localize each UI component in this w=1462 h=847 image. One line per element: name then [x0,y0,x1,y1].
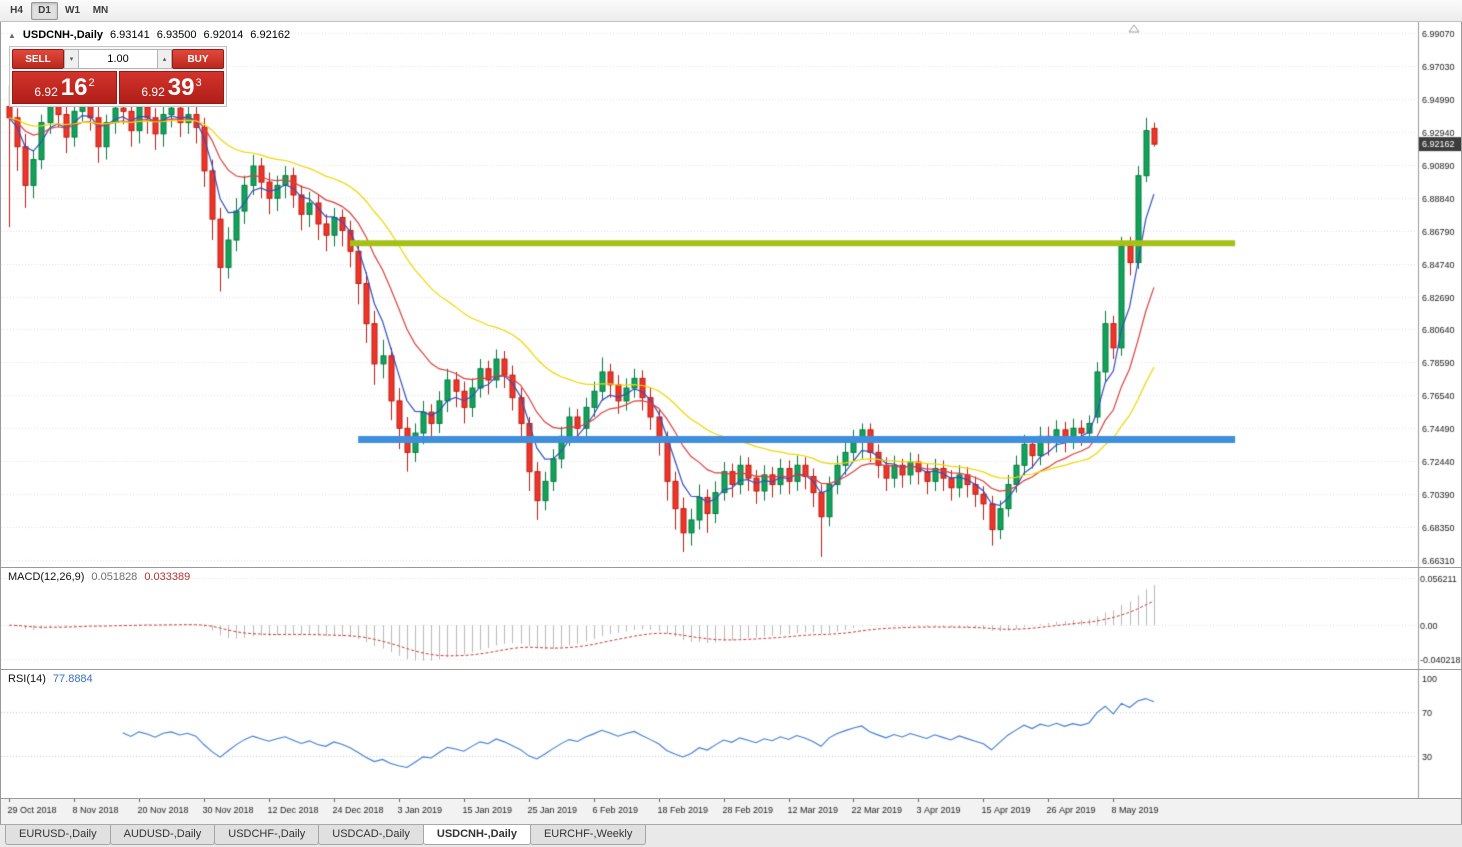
sell-price-main: 6.92 [34,85,58,99]
tab-eurchf-weekly[interactable]: EURCHF-,Weekly [529,825,647,845]
sell-price-point: 2 [88,77,95,89]
sell-price-pips: 16 [60,74,88,101]
tab-usdchf-daily[interactable]: USDCHF-,Daily [214,825,320,845]
chart-tabs-bar: EURUSD-,Daily AUDUSD-,Daily USDCHF-,Dail… [0,824,1462,847]
volume-decrease-button[interactable]: ▾ [64,49,79,69]
macd-panel: MACD(12,26,9) 0.051828 0.033389 [1,567,1461,669]
rsi-panel: RSI(14) 77.8884 [1,669,1461,798]
sell-button[interactable]: SELL [12,49,64,69]
main-chart-panel: ▲ USDCNH-,Daily 6.93141 6.93500 6.92014 … [1,22,1461,567]
buy-button[interactable]: BUY [172,49,224,69]
rsi-canvas[interactable] [1,670,1461,798]
buy-price-box[interactable]: 6.92 39 3 [119,71,224,104]
time-axis-canvas[interactable] [1,799,1461,824]
timeframe-mn-button[interactable]: MN [87,2,114,20]
timeframe-w1-button[interactable]: W1 [59,2,86,20]
timeframe-toolbar: H4 D1 W1 MN [0,0,1462,22]
one-click-collapse-icon[interactable]: ▲ [8,30,16,40]
time-axis [1,798,1461,824]
volume-increase-button[interactable]: ▴ [157,49,172,69]
chart-window: ▲ USDCNH-,Daily 6.93141 6.93500 6.92014 … [0,22,1462,824]
tab-usdcnh-daily[interactable]: USDCNH-,Daily [422,825,531,845]
volume-input[interactable] [79,49,157,69]
timeframe-d1-button[interactable]: D1 [31,1,58,20]
tab-eurusd-daily[interactable]: EURUSD-,Daily [5,825,111,845]
one-click-trading-panel: SELL ▾ ▴ BUY 6.92 16 2 6.92 39 3 [9,46,227,107]
buy-price-point: 3 [195,77,202,89]
main-chart-canvas[interactable] [1,22,1461,567]
timeframe-h4-button[interactable]: H4 [3,2,30,20]
buy-price-main: 6.92 [141,85,165,99]
tab-usdcad-daily[interactable]: USDCAD-,Daily [318,825,424,845]
macd-canvas[interactable] [1,568,1461,669]
tab-audusd-daily[interactable]: AUDUSD-,Daily [109,825,216,845]
buy-price-pips: 39 [167,74,195,101]
sell-price-box[interactable]: 6.92 16 2 [12,71,117,104]
